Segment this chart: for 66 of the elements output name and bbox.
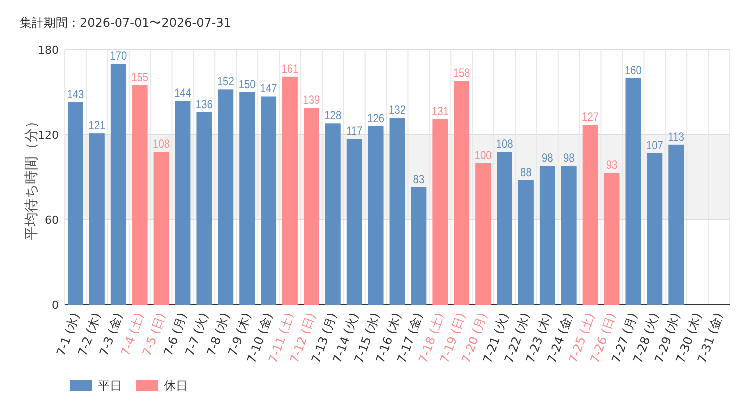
y-tick-label: 60 — [45, 214, 59, 227]
bar — [110, 64, 126, 305]
data-label: 158 — [453, 67, 470, 80]
y-tick-label: 120 — [38, 129, 59, 142]
bar — [325, 124, 341, 305]
bar — [154, 152, 170, 305]
data-label: 161 — [282, 63, 299, 76]
data-label: 160 — [624, 64, 642, 78]
data-label: 121 — [88, 120, 106, 133]
bar — [89, 134, 105, 305]
bar — [346, 139, 362, 305]
data-label: 139 — [303, 94, 320, 108]
bar — [540, 166, 556, 305]
bar — [175, 101, 191, 305]
bar — [561, 166, 577, 305]
data-label: 132 — [389, 104, 406, 118]
bar — [411, 187, 427, 305]
data-label: 107 — [646, 140, 664, 153]
data-label: 126 — [368, 112, 385, 126]
data-label: 108 — [153, 138, 170, 152]
data-label: 155 — [132, 72, 149, 85]
bar — [390, 118, 406, 305]
data-label: 128 — [324, 110, 342, 123]
bar — [476, 163, 492, 305]
data-label: 108 — [496, 138, 514, 152]
data-label: 147 — [260, 83, 278, 96]
data-label: 143 — [67, 88, 84, 102]
bar — [218, 90, 234, 305]
bar — [518, 180, 534, 305]
bar — [304, 108, 320, 305]
bar — [132, 85, 148, 305]
data-label: 144 — [174, 87, 192, 100]
data-label: 131 — [432, 106, 449, 119]
bar — [261, 96, 277, 305]
bar — [368, 126, 384, 305]
data-label: 93 — [606, 160, 618, 172]
data-label: 98 — [563, 152, 575, 166]
bar — [604, 173, 620, 305]
bar — [68, 102, 84, 305]
data-label: 152 — [217, 76, 234, 89]
data-label: 136 — [196, 98, 213, 112]
bar — [196, 112, 212, 305]
bar — [497, 152, 512, 305]
bar — [626, 78, 642, 305]
data-label: 150 — [238, 78, 256, 92]
y-tick-label: 180 — [38, 44, 59, 57]
legend-label: 平日 — [98, 379, 122, 393]
bar — [240, 92, 256, 305]
bar — [668, 144, 684, 305]
data-label: 113 — [668, 131, 684, 144]
bar — [432, 119, 448, 305]
bar — [582, 125, 598, 305]
data-label: 88 — [520, 166, 532, 180]
data-label: 100 — [474, 150, 492, 163]
bar — [454, 81, 470, 305]
data-label: 98 — [542, 152, 554, 166]
data-label: 83 — [413, 174, 425, 187]
bar — [647, 153, 663, 305]
data-label: 117 — [346, 126, 363, 138]
data-label: 127 — [582, 111, 600, 124]
data-label: 170 — [110, 50, 128, 64]
y-axis-title: 平均待ち時間（分） — [24, 114, 40, 240]
chart-title: 集計期間：2026-07-01〜2026-07-31 — [20, 16, 232, 30]
y-tick-label: 0 — [52, 299, 59, 312]
legend-label: 休日 — [164, 379, 188, 393]
bar — [282, 76, 298, 305]
